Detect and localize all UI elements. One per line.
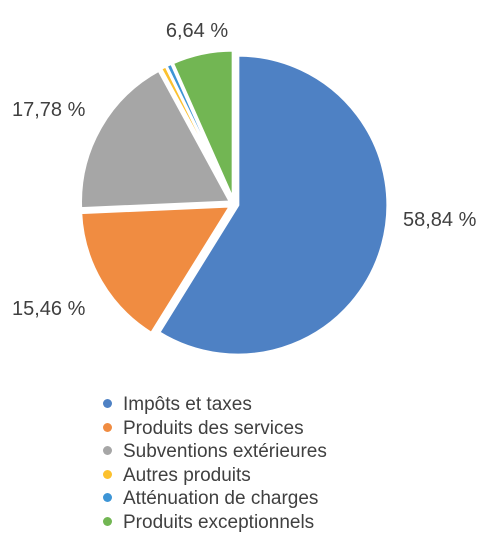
legend-item-3: Subventions extérieures	[103, 440, 327, 464]
legend-item-2: Produits des services	[103, 417, 327, 441]
legend-item-5: Atténuation de charges	[103, 487, 327, 511]
data-label-6: 6,64 %	[166, 20, 228, 42]
legend-label: Produits exceptionnels	[123, 511, 315, 533]
legend-item-6: Produits exceptionnels	[103, 511, 327, 535]
legend-label: Impôts et taxes	[123, 394, 252, 415]
legend-item-1: Impôts et taxes	[103, 393, 327, 417]
data-label-2: 15,46 %	[12, 298, 86, 320]
legend-label: Atténuation de charges	[123, 488, 319, 509]
data-label-1: 58,84 %	[403, 209, 477, 231]
data-label-3: 17,78 %	[12, 99, 86, 121]
pie-slice-3	[79, 68, 233, 211]
pie-slice-1	[157, 53, 390, 357]
legend-label: Produits des services	[123, 417, 304, 439]
pie-slice-2	[79, 204, 233, 335]
legend-marker-icon	[103, 469, 112, 479]
legend-label: Autres produits	[123, 464, 251, 486]
legend-marker-icon	[103, 446, 112, 456]
pie-slice-6	[170, 48, 235, 202]
pie-data-labels: 58,84 % 15,46 % 17,78 % 6,64 %	[12, 20, 477, 320]
legend-marker-icon	[103, 399, 112, 409]
pie-slices	[79, 48, 390, 357]
legend-marker-icon	[103, 516, 112, 526]
legend-label: Subventions extérieures	[123, 441, 327, 462]
legend-marker-icon	[103, 493, 112, 503]
legend-item-4: Autres produits	[103, 464, 327, 488]
chart-legend: Impôts et taxes Produits des services Subv…	[103, 393, 327, 534]
legend-marker-icon	[103, 422, 112, 432]
